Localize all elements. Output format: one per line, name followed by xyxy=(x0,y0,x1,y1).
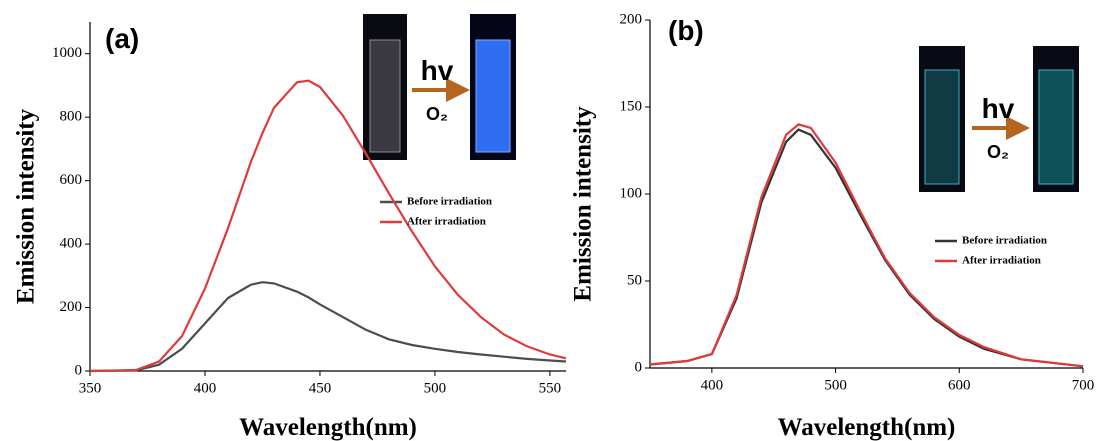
y-tick-label: 800 xyxy=(60,109,83,125)
x-tick-label: 600 xyxy=(948,377,971,393)
y-tick-label: 200 xyxy=(60,299,83,315)
x-tick-label: 350 xyxy=(79,380,102,396)
y-tick-label: 150 xyxy=(620,98,643,114)
line xyxy=(89,79,567,373)
y-tick-label: 50 xyxy=(627,272,642,288)
x-axis-label: Wavelength(nm) xyxy=(239,414,417,441)
y-axis-label: Emission intensity xyxy=(13,108,40,304)
y-tick-label: 600 xyxy=(60,172,83,188)
x-tick-label: 450 xyxy=(309,380,332,396)
y-tick-label: 1000 xyxy=(52,45,82,61)
y-tick-label: 400 xyxy=(60,236,83,252)
y-axis-label: Emission intensity xyxy=(570,106,597,302)
x-tick-label: 700 xyxy=(1072,377,1095,393)
y-tick-label: 0 xyxy=(75,362,83,378)
annotation: O₂ xyxy=(426,104,448,124)
legend-label: After irradiation xyxy=(407,216,486,228)
line xyxy=(649,123,1084,368)
legend-label: Before irradiation xyxy=(962,235,1047,247)
annotation: hv xyxy=(982,93,1015,124)
x-tick-label: 500 xyxy=(824,377,847,393)
line xyxy=(649,128,1084,368)
y-tick-label: 200 xyxy=(620,11,643,27)
line xyxy=(89,281,567,373)
x-tick-label: 500 xyxy=(424,380,447,396)
legend-label: After irradiation xyxy=(962,255,1041,267)
annotation: O₂ xyxy=(987,142,1009,162)
legend-label: Before irradiation xyxy=(407,196,492,208)
y-tick-label: 0 xyxy=(635,359,643,375)
inset-photo xyxy=(363,14,1079,192)
x-tick-label: 550 xyxy=(539,380,562,396)
y-tick-label: 100 xyxy=(620,185,643,201)
panel-title: (b) xyxy=(668,15,704,46)
x-tick-label: 400 xyxy=(701,377,724,393)
panel-title: (a) xyxy=(105,23,139,54)
x-axis-label: Wavelength(nm) xyxy=(778,414,956,441)
x-tick-label: 400 xyxy=(194,380,217,396)
annotation: hv xyxy=(421,55,454,86)
